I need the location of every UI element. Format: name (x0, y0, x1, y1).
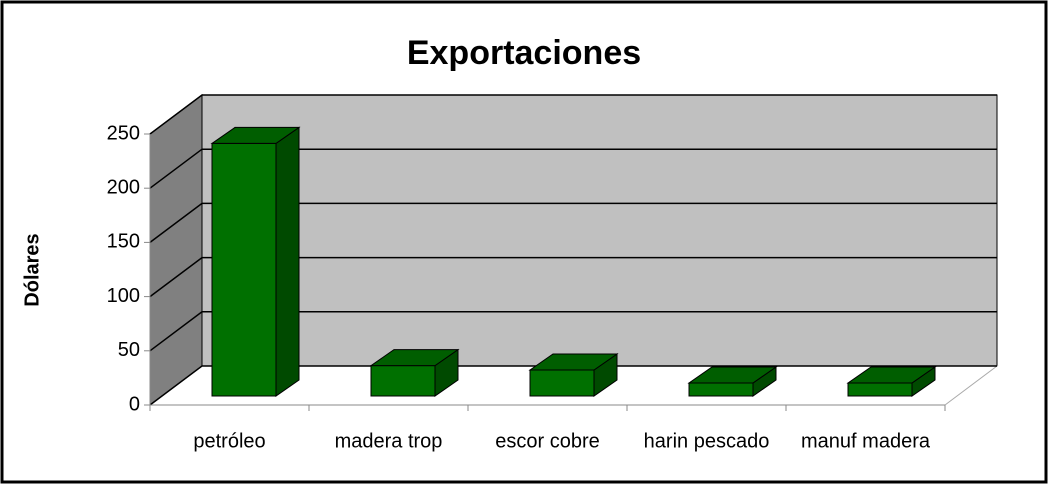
bar-front (529, 369, 595, 397)
grid-line (149, 94, 997, 135)
bar (369, 348, 460, 397)
y-tick-label: 150 (107, 231, 140, 253)
bar (210, 126, 301, 397)
x-tick-label: harin pescado (644, 430, 770, 452)
y-axis-label: Dólares (21, 233, 43, 306)
bar-top (210, 126, 301, 144)
bar (846, 366, 937, 397)
y-tick-label: 0 (129, 393, 140, 415)
bar-front (211, 142, 277, 397)
x-tick-label: madera trop (335, 430, 443, 452)
chart-title: Exportaciones (407, 34, 641, 72)
y-tick-label: 100 (107, 285, 140, 307)
bar-side (275, 126, 300, 397)
bar-front (688, 382, 754, 397)
grid-line (149, 202, 997, 243)
x-tick-label: petróleo (193, 430, 265, 452)
x-tick-label: manuf madera (801, 430, 931, 452)
back-wall (201, 94, 998, 367)
y-tick-label: 200 (107, 176, 140, 198)
grid-line (149, 311, 997, 352)
grid-line (149, 148, 997, 189)
left-wall (149, 94, 203, 406)
bar-top (528, 353, 619, 371)
bar-top (369, 349, 460, 367)
x-tick-label: escor cobre (495, 430, 600, 452)
bar-top (687, 366, 778, 384)
grid-line (149, 256, 997, 298)
bar-front (847, 382, 913, 397)
y-tick-label: 50 (118, 339, 140, 361)
grid-line (149, 365, 997, 406)
y-tick-label: 250 (107, 122, 140, 144)
bar-top (846, 366, 937, 384)
bar (687, 366, 778, 397)
bar (528, 353, 619, 397)
bar-front (370, 365, 436, 397)
